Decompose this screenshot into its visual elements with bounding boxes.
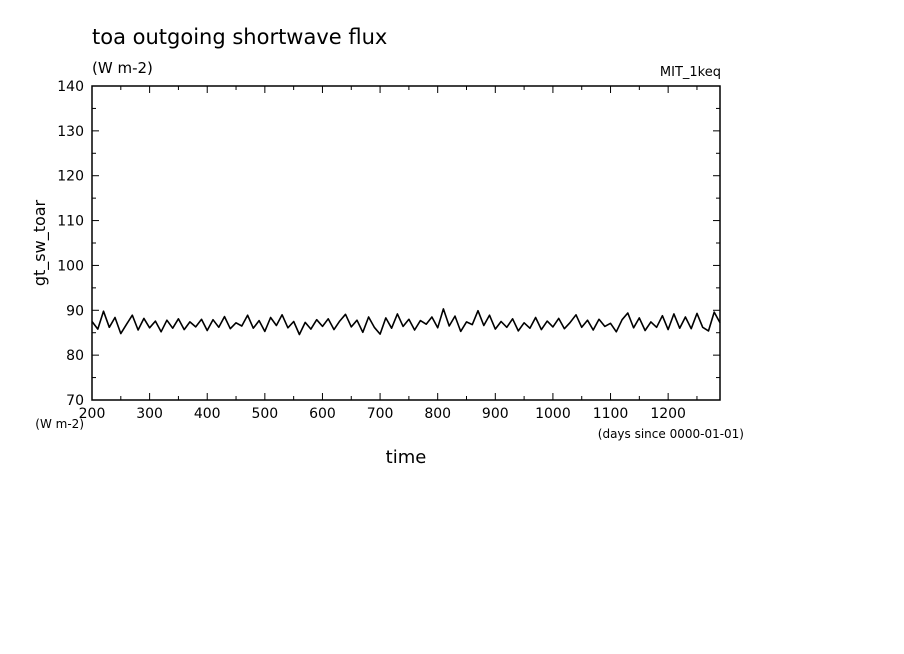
x-tick-label: 900: [482, 406, 509, 422]
x-axis-label: time: [386, 447, 427, 468]
series-line: [91, 308, 721, 336]
y-tick-label: 80: [66, 348, 84, 364]
x-tick-label: 800: [424, 406, 451, 422]
y-ticks: [92, 85, 720, 401]
y-tick-label: 70: [66, 393, 84, 409]
y-axis-units: (W m-2): [35, 417, 84, 431]
x-tick-label: 200: [79, 406, 106, 422]
x-tick-label: 1100: [593, 406, 629, 422]
run-label: MIT_1keq: [660, 65, 721, 80]
x-tick-label: 500: [251, 406, 278, 422]
chart-subtitle: (W m-2): [92, 59, 153, 77]
x-tick-label: 400: [194, 406, 221, 422]
y-tick-label: 140: [57, 79, 84, 95]
y-tick-label: 110: [57, 214, 84, 230]
y-tick-label: 130: [57, 124, 84, 140]
x-axis-units: (days since 0000-01-01): [598, 427, 744, 441]
y-tick-label: 100: [57, 258, 84, 274]
x-tick-label: 1200: [650, 406, 686, 422]
x-tick-label: 700: [367, 406, 394, 422]
y-tick-label: 120: [57, 169, 84, 185]
y-tick-label: 90: [66, 303, 84, 319]
y-tick-labels: 70 80 90 100 110 120 130 140: [57, 79, 84, 409]
x-ticks: [91, 86, 698, 400]
chart-title: toa outgoing shortwave flux: [92, 25, 387, 49]
plot-frame: [91, 85, 721, 401]
y-axis-label: gt_sw_toar: [30, 199, 50, 286]
x-tick-label: 1000: [535, 406, 571, 422]
x-tick-label: 300: [136, 406, 163, 422]
x-tick-labels: 200 300 400 500 600 700 800 900 1000 1100 1200: [79, 406, 686, 422]
x-tick-label: 600: [309, 406, 336, 422]
